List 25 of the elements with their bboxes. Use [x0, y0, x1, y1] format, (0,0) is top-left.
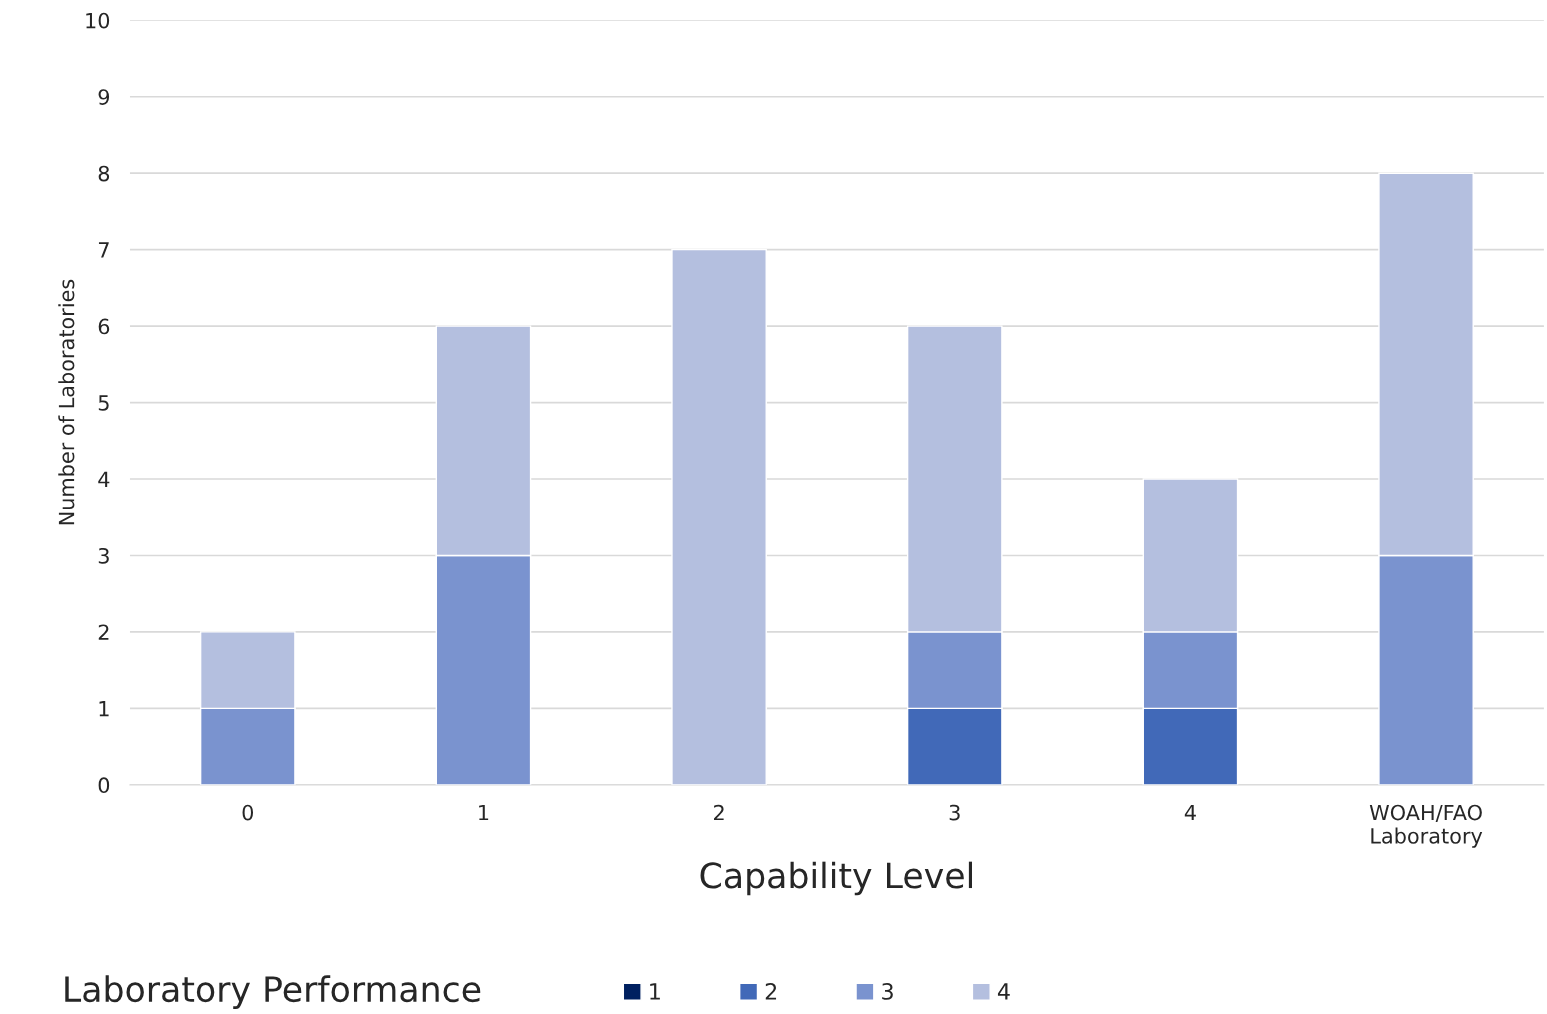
x-tick-label: WOAH/FAO Laboratory	[1369, 804, 1483, 848]
x-axis-title: Capability Level	[700, 861, 972, 896]
y-tick-label: 7	[98, 242, 109, 258]
legend-label: 4	[997, 983, 1010, 1000]
legend-label: 1	[650, 983, 660, 1000]
bar	[671, 248, 767, 785]
legend-label: 3	[882, 983, 893, 1000]
y-axis-title: Number of Laboratories	[58, 279, 75, 525]
y-tick-label: 9	[98, 89, 110, 105]
x-tick-label: 3	[949, 804, 960, 821]
x-tick-label: 2	[714, 804, 724, 821]
x-tick-label: 0	[242, 804, 254, 821]
y-tick-label: 1	[99, 701, 109, 717]
y-tick-label: 0	[98, 777, 110, 794]
y-tick-label: 10	[86, 12, 110, 29]
legend-label: 2	[765, 983, 777, 1000]
x-tick-label: 1	[479, 804, 489, 821]
y-tick-label: 2	[98, 624, 109, 640]
y-tick-label: 5	[98, 395, 109, 411]
y-tick-label: 6	[98, 318, 110, 335]
legend-title: Laboratory Performance	[65, 975, 481, 1009]
y-tick-label: 3	[98, 547, 109, 564]
x-tick-label: 4	[1184, 804, 1196, 821]
y-tick-label: 8	[98, 165, 110, 182]
y-tick-label: 4	[98, 471, 110, 487]
